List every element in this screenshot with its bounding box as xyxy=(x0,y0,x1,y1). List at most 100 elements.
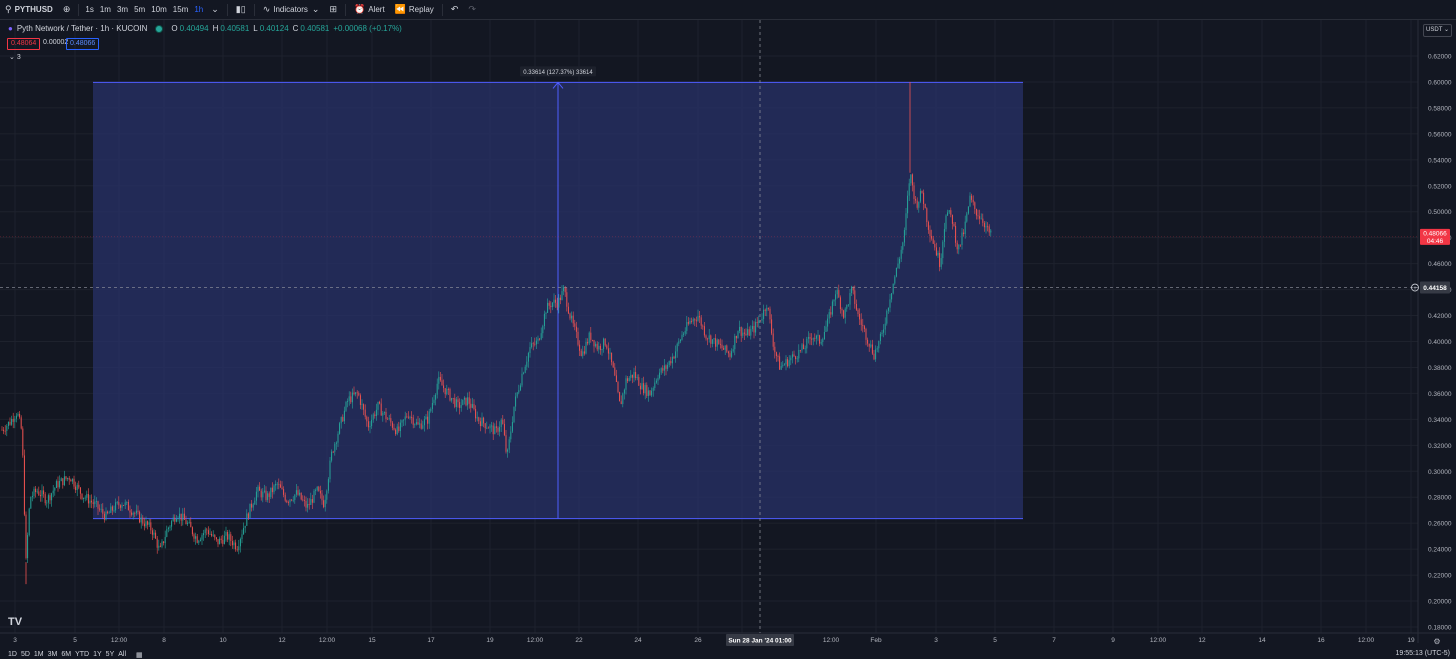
candle-body xyxy=(228,534,230,540)
candle-body xyxy=(846,304,848,309)
candle-body xyxy=(831,301,833,315)
candle-body xyxy=(886,310,888,324)
candle-body xyxy=(79,487,81,494)
interval-10m[interactable]: 10m xyxy=(151,5,167,14)
separator xyxy=(226,3,228,16)
candle-body xyxy=(625,378,627,390)
candle-body xyxy=(937,252,939,256)
candle-body xyxy=(684,330,686,334)
candle-body xyxy=(585,341,587,354)
time-axis-label: 15 xyxy=(368,637,376,644)
candle-body xyxy=(478,417,480,422)
buy-price-button[interactable]: 0.48066 xyxy=(66,38,100,50)
candle-body xyxy=(235,542,237,550)
candle-body xyxy=(675,351,677,359)
candle-body xyxy=(873,353,875,360)
range-all[interactable]: All xyxy=(118,651,127,658)
crosshair-time-value: Sun 28 Jan '24 01:00 xyxy=(728,638,792,645)
candle-body xyxy=(313,490,315,503)
price-chart[interactable]: 0.33614 (127.37%) 33614 0.62000 0.60000 0.5… xyxy=(0,20,1456,659)
calendar-icon[interactable]: ▦ xyxy=(136,651,143,659)
candle-body xyxy=(748,329,750,336)
interval-1s[interactable]: 1s xyxy=(85,5,94,14)
range-ytd[interactable]: YTD xyxy=(75,651,90,658)
chart-type-button[interactable]: ▮▯ xyxy=(231,0,251,19)
tradingview-logo[interactable]: TV xyxy=(8,616,23,628)
range-6m[interactable]: 6M xyxy=(61,651,72,658)
candle-body xyxy=(767,307,769,309)
candle-body xyxy=(209,533,211,535)
last-price-badge[interactable] xyxy=(1420,228,1450,245)
candle-body xyxy=(199,539,201,541)
currency-select[interactable]: USDT ⌄ xyxy=(1423,24,1452,37)
interval-1h[interactable]: 1h xyxy=(194,5,204,14)
candle-body xyxy=(652,387,654,391)
candle-body xyxy=(548,302,550,306)
candle-body xyxy=(839,297,841,310)
candle-body xyxy=(867,339,869,344)
candle-body xyxy=(187,522,189,525)
interval-1m[interactable]: 1m xyxy=(99,5,111,14)
undo-button[interactable]: ↶ xyxy=(446,0,464,19)
legend-title[interactable]: Pyth Network / Tether · 1h · KUCOIN xyxy=(16,24,148,33)
price-axis-label: 0.22000 xyxy=(1428,573,1452,580)
candle-body xyxy=(799,349,801,351)
candle-body xyxy=(270,487,272,497)
sell-price-button[interactable]: 0.48064 xyxy=(7,38,41,50)
alarm-icon: ⏰ xyxy=(354,4,366,14)
candle-body xyxy=(287,502,289,503)
interval-15m[interactable]: 15m xyxy=(172,5,189,14)
candle-body xyxy=(111,506,113,511)
candle-body xyxy=(934,243,936,248)
candle-body xyxy=(279,484,281,488)
candle-body xyxy=(420,423,422,429)
candle-body xyxy=(727,351,729,354)
candle-body xyxy=(233,542,235,546)
candles-icon: ▮▯ xyxy=(235,4,246,14)
candle-body xyxy=(844,308,846,318)
compare-symbol-button[interactable]: ⊕ xyxy=(58,0,76,19)
candle-body xyxy=(447,389,449,390)
candle-body xyxy=(441,380,443,386)
candle-body xyxy=(71,478,73,482)
interval-5m[interactable]: 5m xyxy=(134,5,146,14)
clock-readout[interactable]: 19:55:13 (UTC-5) xyxy=(1395,650,1450,657)
range-1m[interactable]: 1M xyxy=(33,651,44,658)
candle-body xyxy=(982,218,984,223)
range-5d[interactable]: 5D xyxy=(20,651,30,658)
candle-body xyxy=(94,501,96,504)
candle-body xyxy=(367,421,369,428)
candle-body xyxy=(134,513,136,514)
range-1d[interactable]: 1D xyxy=(8,651,17,658)
range-1y[interactable]: 1Y xyxy=(93,651,102,658)
candle-body xyxy=(836,290,838,295)
templates-button[interactable]: ⊞ xyxy=(324,0,342,19)
indicators-button[interactable]: ∿ Indicators ⌄ xyxy=(258,0,325,19)
candle-body xyxy=(467,397,469,406)
candle-body xyxy=(545,312,547,314)
symbol-search-button[interactable]: ⚲ PYTHUSD xyxy=(0,0,58,19)
candle-body xyxy=(663,365,665,371)
interval-dropdown-button[interactable]: ⌄ xyxy=(206,0,224,19)
indicators-toggle[interactable]: ⌄ 3 xyxy=(9,53,21,61)
candle-body xyxy=(236,549,238,551)
candle-body xyxy=(147,521,149,525)
alert-button[interactable]: ⏰ Alert xyxy=(349,0,390,19)
range-5y[interactable]: 5Y xyxy=(105,651,115,658)
candle-body xyxy=(51,493,53,501)
candle-body xyxy=(159,545,161,547)
time-axis-label: 19 xyxy=(486,637,494,644)
candle-body xyxy=(295,490,297,495)
market-status-icon[interactable] xyxy=(155,24,164,33)
candle-body xyxy=(974,202,976,210)
interval-3m[interactable]: 3m xyxy=(116,5,129,14)
range-3m[interactable]: 3M xyxy=(47,651,58,658)
add-alert-icon[interactable] xyxy=(1411,283,1419,292)
replay-button[interactable]: ⏪ Replay xyxy=(390,0,439,19)
candle-body xyxy=(553,299,555,303)
candle-body xyxy=(907,195,909,214)
candle-body xyxy=(787,359,789,367)
top-toolbar: ⚲ PYTHUSD ⊕ 1s 1m 3m 5m 10m 15m 1h ⌄ ▮▯ ∿ Indi… xyxy=(0,0,1456,20)
gear-icon[interactable]: ⚙ xyxy=(1433,637,1440,646)
redo-button[interactable]: ↷ xyxy=(463,0,481,19)
